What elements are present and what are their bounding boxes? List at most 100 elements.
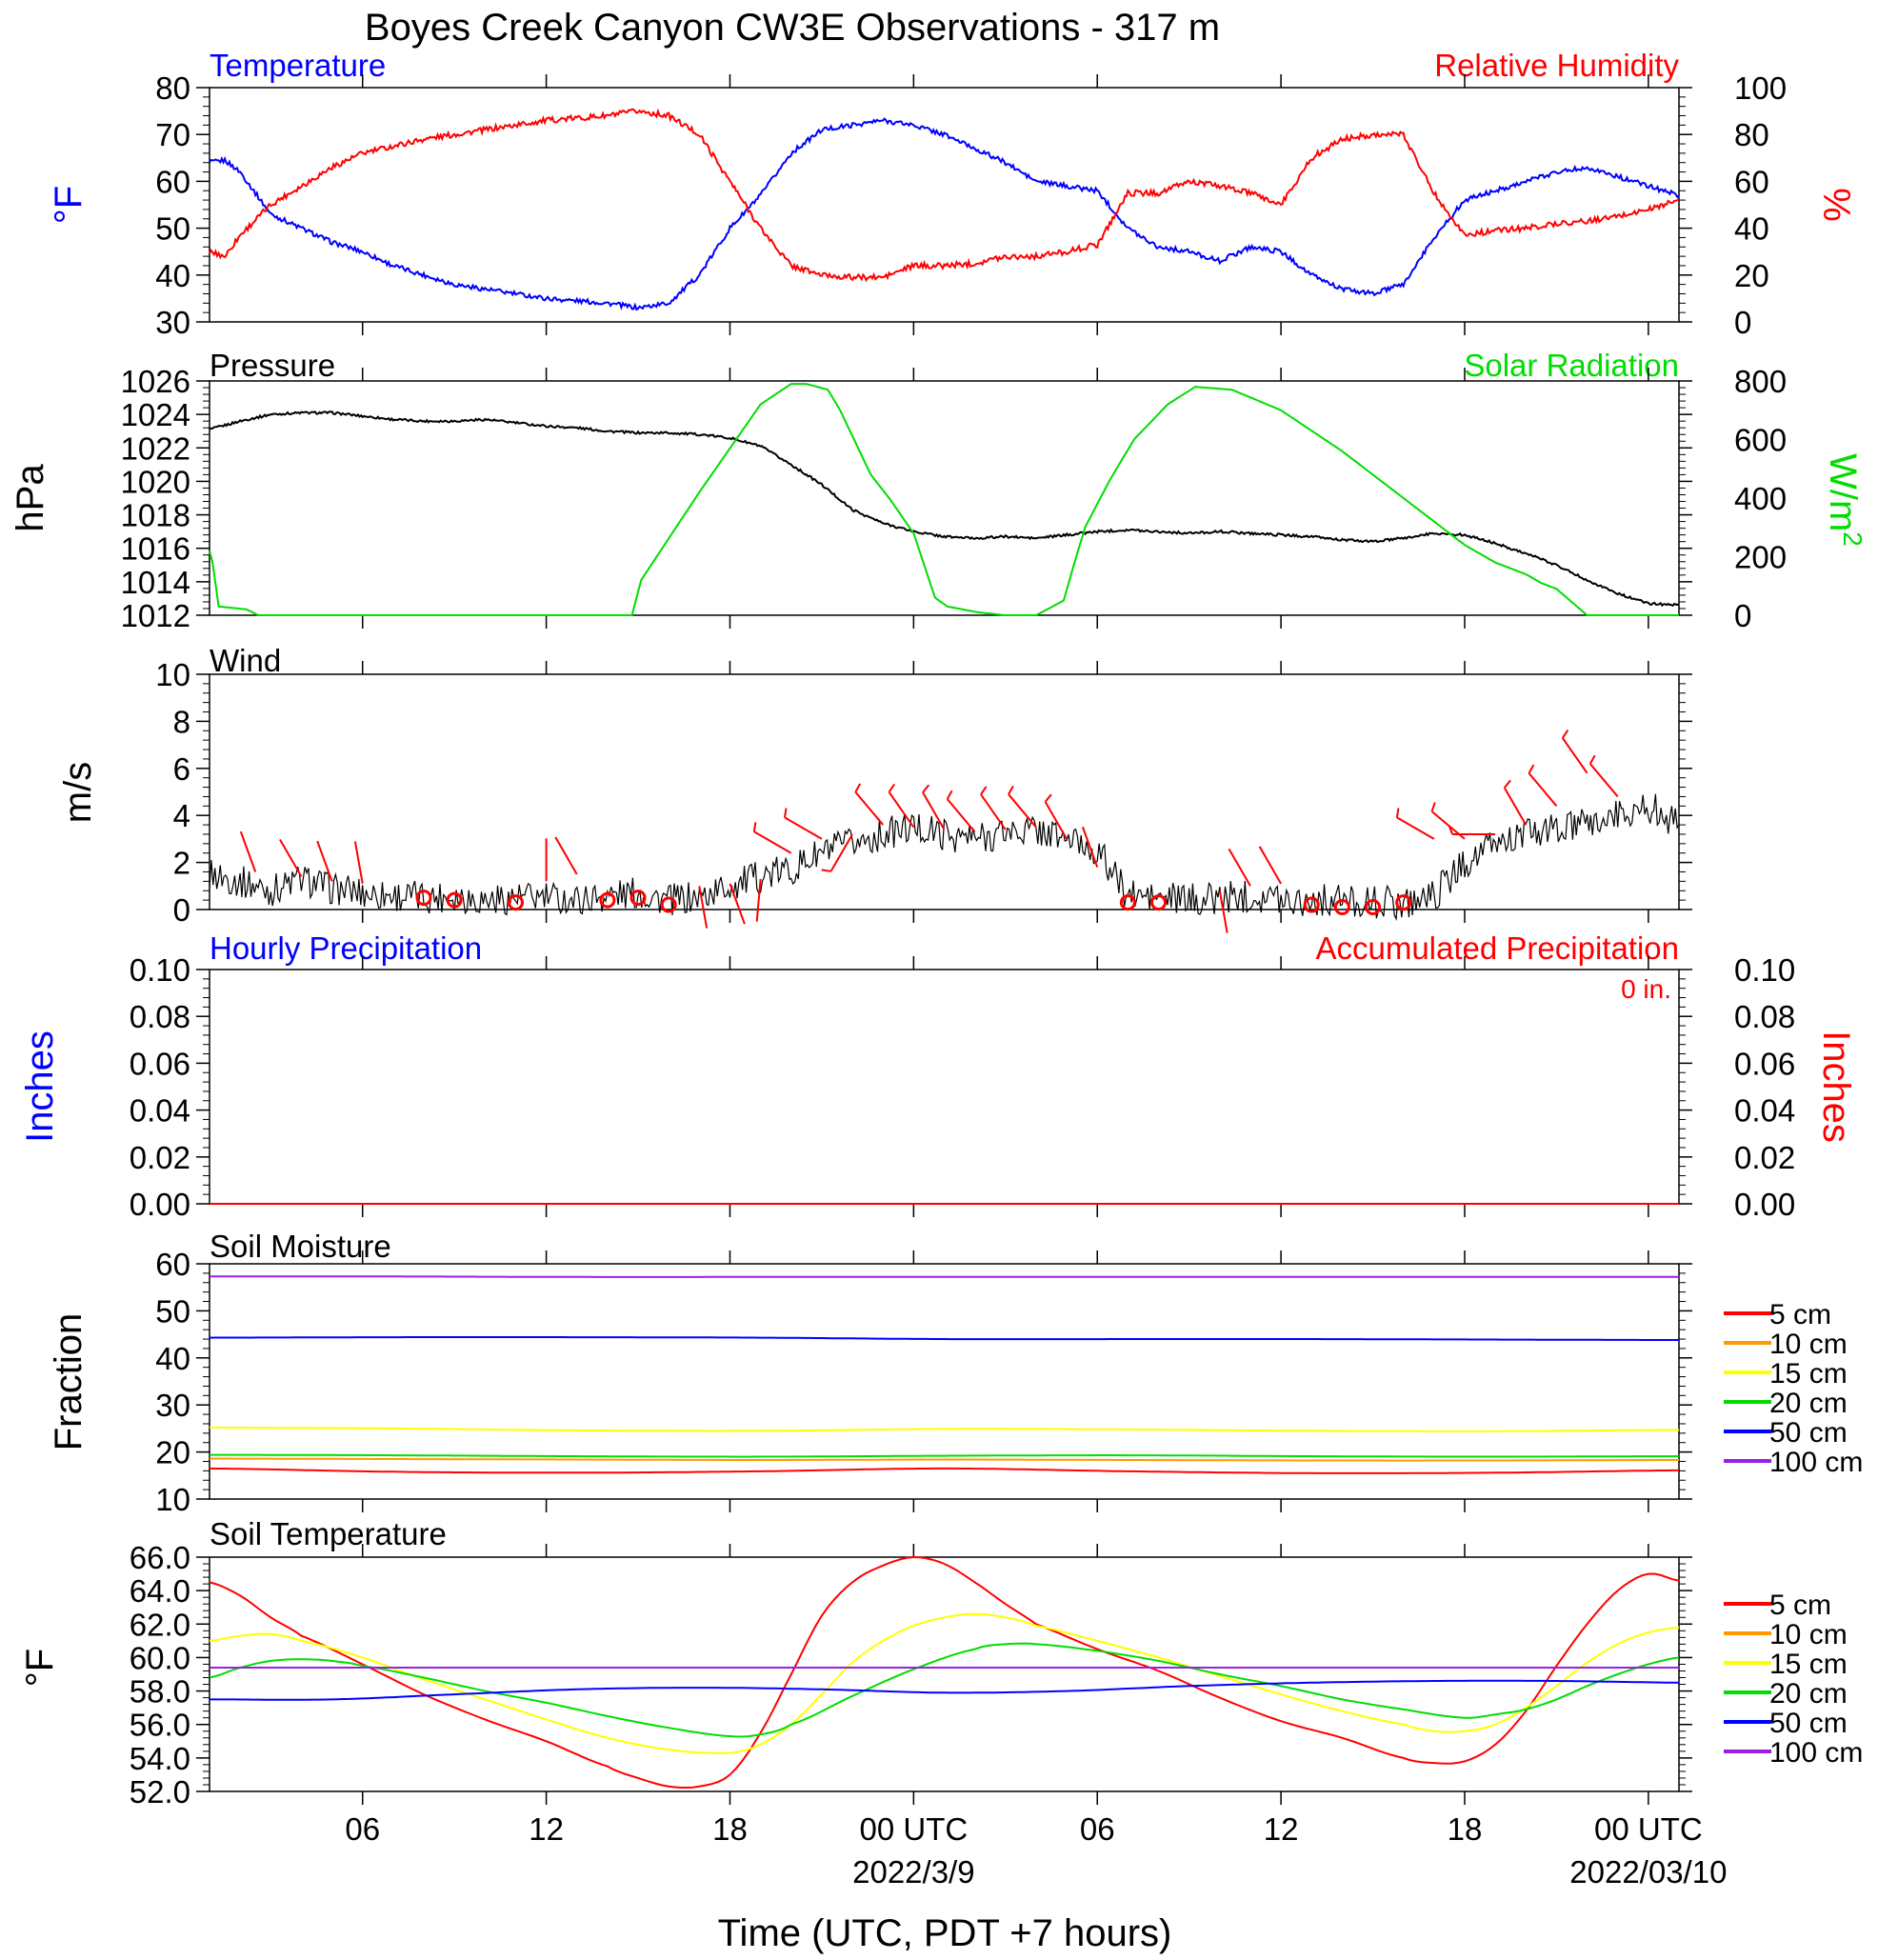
- y-tick-label-left: 0.02: [130, 1140, 190, 1175]
- y-tick-label-left: 64.0: [130, 1573, 190, 1609]
- wind-axis-title: m/s: [57, 762, 99, 823]
- series-line-20-cm: [209, 1642, 1680, 1738]
- y-tick-label-left: 0: [173, 892, 190, 928]
- y-tick-label-left: 56.0: [130, 1708, 190, 1743]
- wind-barb-flag: [1528, 764, 1535, 774]
- wind-barb: [753, 830, 792, 854]
- wind-barb: [946, 798, 976, 833]
- y-tick-label-left: 54.0: [130, 1741, 190, 1776]
- wind-barb: [239, 830, 257, 872]
- wind-barb-calm: [1395, 894, 1412, 911]
- y-tick-label-right: 100: [1734, 70, 1787, 106]
- wind-barb-flag: [946, 790, 953, 800]
- series-line-100-cm: [210, 1275, 1679, 1278]
- wind-barb-flag: [1044, 793, 1052, 803]
- wind-barb-calm: [1150, 894, 1168, 911]
- wind-barb: [888, 791, 915, 829]
- wind-barb-calm: [1333, 899, 1350, 916]
- wind-barb-calm: [660, 896, 677, 913]
- series-line-solar-radiation: [209, 383, 1679, 616]
- y-tick-label-right: 20: [1734, 258, 1769, 293]
- wind-barb: [316, 840, 333, 882]
- pressure-panel-title: Pressure: [210, 348, 335, 383]
- y-tick-label-left: 0.10: [130, 952, 190, 988]
- solar-axis-title-main: W/m: [1822, 453, 1864, 531]
- wind-barb-flag: [752, 822, 757, 832]
- wind-barb: [1008, 793, 1037, 829]
- wind-barb-calm: [446, 891, 463, 909]
- precip-right-axis-title: Inches: [1815, 1030, 1857, 1143]
- wind-barb-calm: [629, 890, 647, 907]
- wind-barb: [1503, 787, 1528, 826]
- temperature-rh-plot: [209, 87, 1680, 323]
- wind-barb-calm: [1119, 894, 1136, 911]
- soil-temperature-axis-title: °F: [19, 1649, 61, 1687]
- series-line-wind-speed: [209, 793, 1680, 921]
- y-tick-label-right: 0.08: [1734, 999, 1795, 1034]
- x-tick-label: 00 UTC: [1594, 1811, 1703, 1847]
- wind-barb: [554, 836, 578, 875]
- wind-plot: [209, 673, 1680, 910]
- y-tick-label-left: 50: [155, 1293, 190, 1329]
- wind-barb-flag: [1395, 808, 1400, 818]
- series-line-5-cm: [209, 1555, 1680, 1789]
- wind-barb: [1044, 801, 1068, 840]
- y-tick-label-right: 600: [1734, 423, 1787, 458]
- y-tick-label-left: 52.0: [130, 1774, 190, 1810]
- series-line-50-cm: [210, 1679, 1680, 1701]
- wind-barb-flag: [1448, 825, 1454, 835]
- legend-label: 10 cm: [1769, 1329, 1848, 1360]
- y-tick-label-left: 4: [173, 798, 190, 833]
- wind-barb-flag: [1561, 730, 1569, 739]
- wind-barb: [353, 841, 364, 885]
- wind-barb: [1396, 816, 1435, 840]
- y-tick-label-left: 1022: [121, 430, 190, 466]
- solar-axis-title: W/m2: [1822, 453, 1868, 547]
- soil-moisture-axis-title: Fraction: [48, 1313, 90, 1451]
- series-line-10-cm: [210, 1457, 1679, 1462]
- y-tick-label-left: 0.06: [130, 1046, 190, 1081]
- x-date-label: 2022/3/9: [852, 1854, 974, 1890]
- precip-left-axis-title: Inches: [19, 1030, 61, 1143]
- x-axis-title: Time (UTC, PDT +7 hours): [718, 1912, 1172, 1954]
- legend-label: 100 cm: [1769, 1737, 1863, 1769]
- wind-barb: [854, 790, 884, 826]
- wind-barb: [1081, 826, 1099, 868]
- pressure-axis-title: hPa: [10, 464, 51, 532]
- y-tick-label-left: 1012: [121, 598, 190, 633]
- series-line-pressure: [209, 410, 1680, 608]
- series-line-relative-humidity: [209, 108, 1679, 283]
- wind-barb-flag: [854, 783, 862, 793]
- y-tick-label-left: 30: [155, 305, 190, 340]
- legend-label: 20 cm: [1769, 1678, 1848, 1710]
- y-tick-label-left: 30: [155, 1388, 190, 1423]
- x-tick-label: 06: [345, 1811, 380, 1847]
- series-line-20-cm: [210, 1453, 1680, 1458]
- wind-barb-flag: [1503, 779, 1511, 789]
- wind-barb: [980, 793, 1007, 830]
- wind-barb: [1528, 772, 1558, 807]
- wind-barb-flag: [888, 783, 895, 793]
- wind-barb: [279, 838, 303, 877]
- y-tick-label-left: 1020: [121, 464, 190, 499]
- legend-label: 5 cm: [1769, 1590, 1831, 1621]
- wind-barb-flag: [1008, 785, 1014, 795]
- wind-barb: [729, 883, 746, 925]
- x-tick-label: 12: [1264, 1811, 1299, 1847]
- wind-barb-calm: [599, 891, 616, 909]
- x-tick-label: 06: [1080, 1811, 1115, 1847]
- y-tick-label-left: 1014: [121, 565, 190, 600]
- legend-label: 20 cm: [1769, 1388, 1848, 1419]
- y-tick-label-right: 0: [1734, 305, 1751, 340]
- y-tick-label-left: 60: [155, 164, 190, 199]
- legend-label: 50 cm: [1769, 1417, 1848, 1449]
- y-tick-label-left: 40: [155, 258, 190, 293]
- accum-precip-annotation: 0 in.: [1621, 974, 1671, 1004]
- y-tick-label-left: 0.08: [130, 999, 190, 1034]
- y-tick-label-right: 400: [1734, 481, 1787, 516]
- series-line-15-cm: [209, 1612, 1680, 1754]
- y-tick-label-left: 0.04: [130, 1093, 190, 1129]
- wind-barb-flag: [783, 808, 788, 818]
